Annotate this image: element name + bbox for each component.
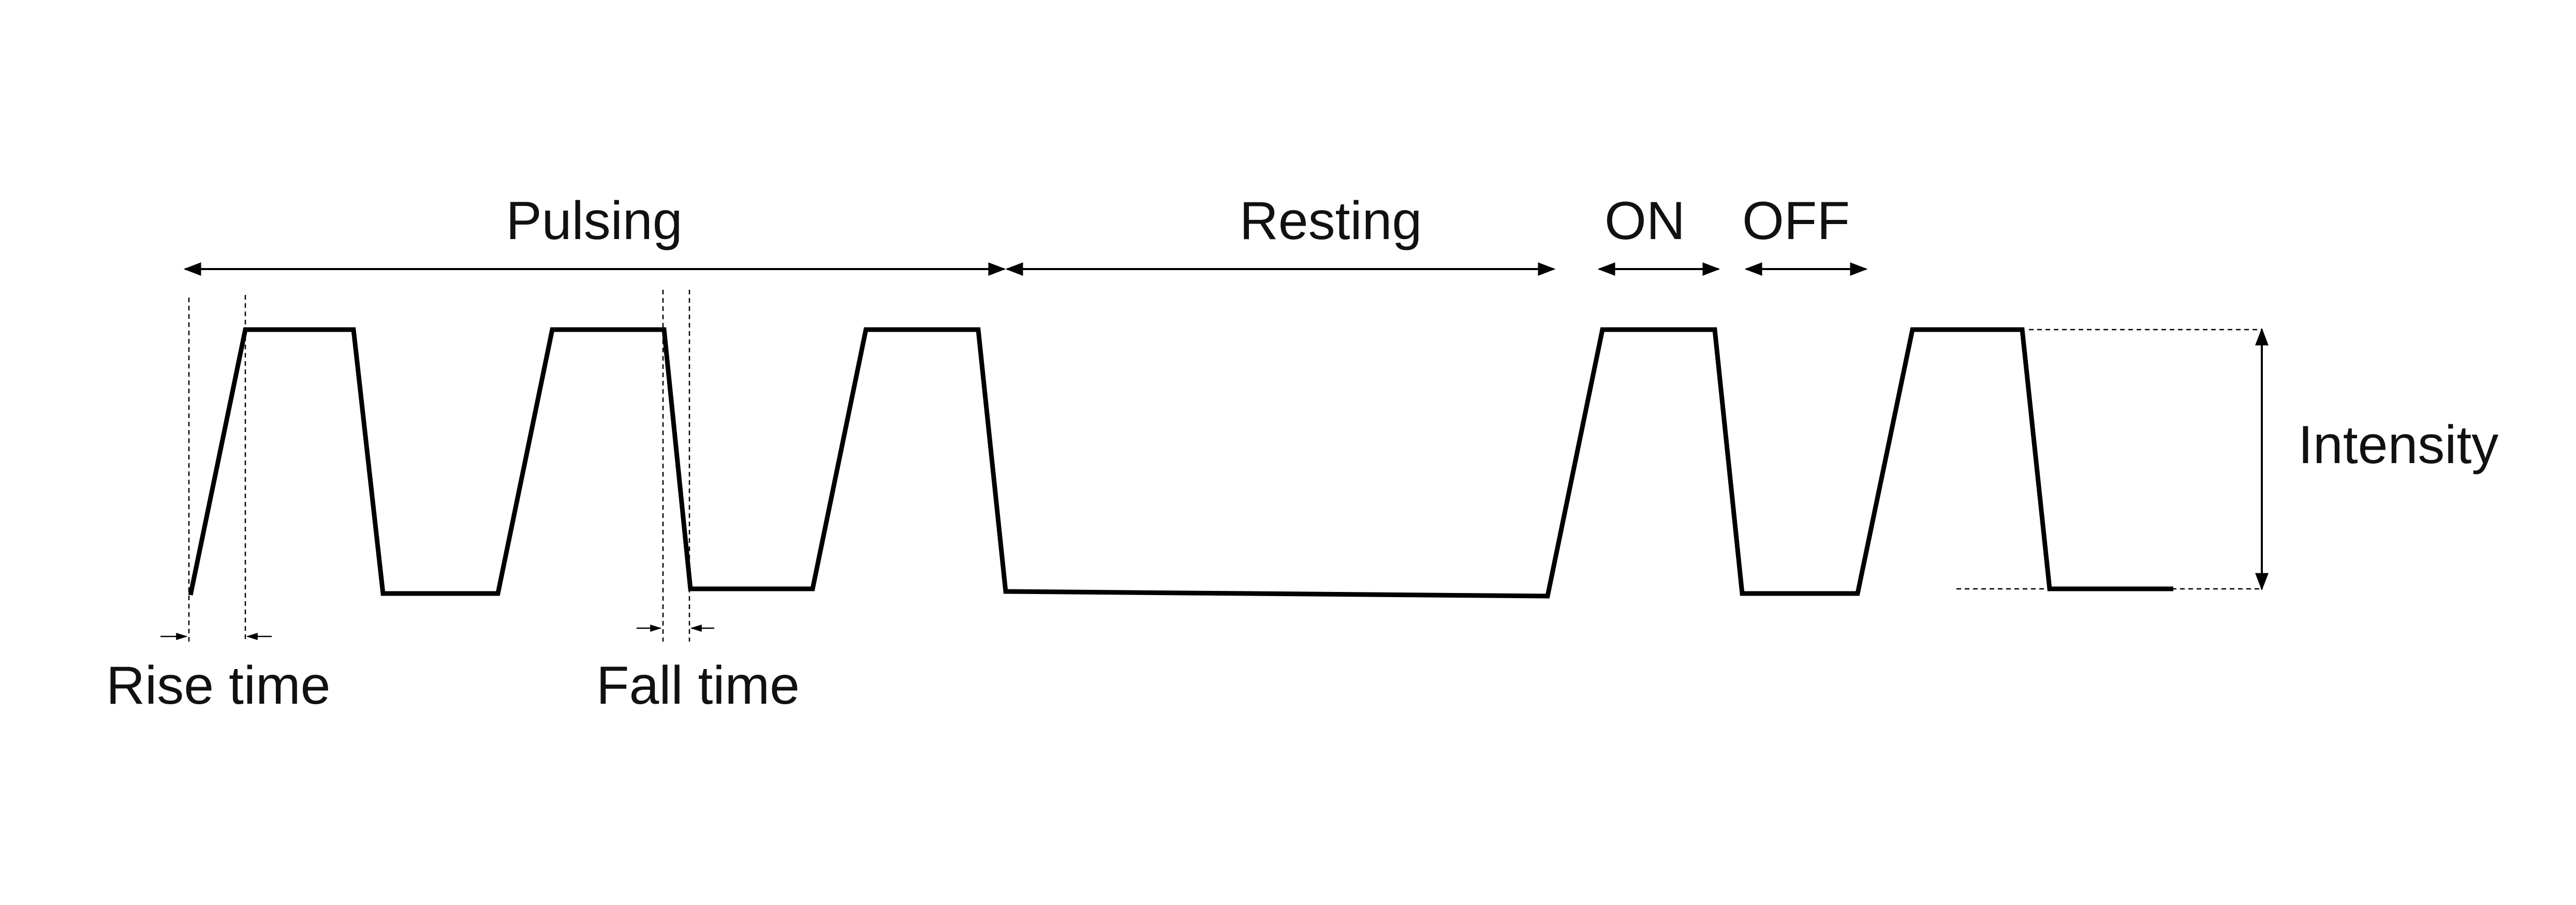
rise-time-label: Rise time [106, 656, 330, 716]
pulse-waveform [188, 327, 2173, 599]
on-label: ON [1605, 191, 1685, 251]
off-label: OFF [1742, 191, 1850, 251]
pulsing-label: Pulsing [506, 191, 682, 251]
fall-time-label: Fall time [596, 656, 800, 716]
intensity-label: Intensity [2298, 415, 2498, 475]
resting-label: Resting [1240, 191, 1422, 251]
